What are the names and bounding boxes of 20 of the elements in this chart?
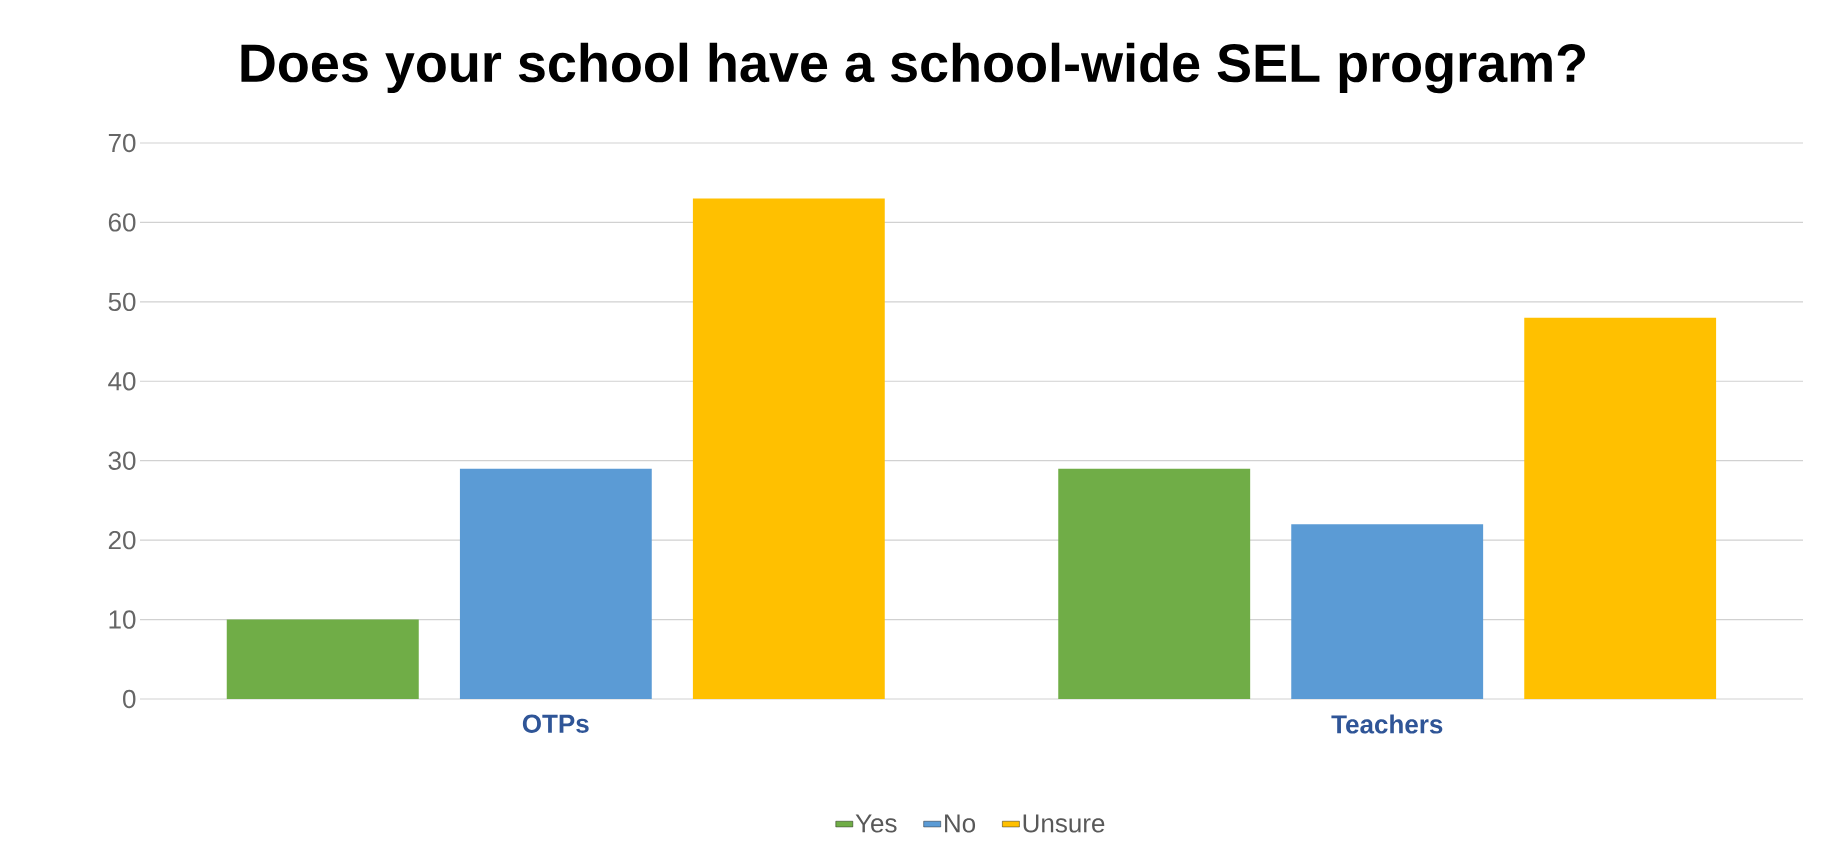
y-tick-label: 60 (108, 213, 136, 232)
y-tick-label: 0 (123, 689, 136, 709)
chart-title: Does your school have a school-wide SEL program? (241, 42, 1585, 94)
bar (1291, 524, 1484, 699)
legend-label: No (945, 814, 976, 833)
legend-label: Yes (855, 814, 897, 833)
y-tick-label: 30 (108, 451, 136, 470)
bar (1058, 468, 1251, 699)
x-tick-label: Teachers (1331, 714, 1443, 734)
y-tick-label: 50 (108, 292, 136, 312)
legend-label: Unsure (1023, 814, 1105, 833)
y-tick-label: 70 (108, 133, 136, 153)
bar (226, 619, 419, 699)
x-tick-label: OTPs (522, 714, 589, 733)
bar (692, 198, 885, 699)
bar (459, 468, 652, 699)
y-tick-label: 10 (109, 610, 136, 629)
bar (1524, 317, 1717, 699)
y-tick-label: 20 (108, 530, 136, 550)
y-tick-label: 40 (108, 372, 136, 391)
